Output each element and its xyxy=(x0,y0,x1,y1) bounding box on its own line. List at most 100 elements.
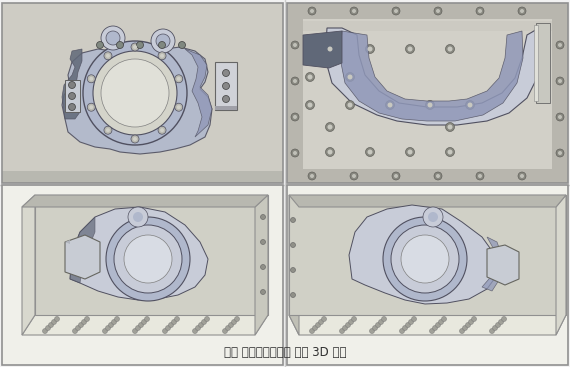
Circle shape xyxy=(133,45,137,49)
Circle shape xyxy=(436,174,440,178)
Circle shape xyxy=(325,44,335,54)
Circle shape xyxy=(293,115,297,119)
Circle shape xyxy=(291,41,299,49)
Circle shape xyxy=(495,323,500,327)
Circle shape xyxy=(87,103,95,111)
Polygon shape xyxy=(22,195,268,207)
Circle shape xyxy=(139,323,144,327)
Polygon shape xyxy=(289,195,566,207)
Circle shape xyxy=(291,77,299,85)
Circle shape xyxy=(436,9,440,13)
Circle shape xyxy=(558,79,562,83)
Bar xyxy=(2,185,283,365)
Circle shape xyxy=(101,26,125,50)
Circle shape xyxy=(328,124,332,130)
Circle shape xyxy=(156,34,170,48)
Bar xyxy=(536,23,550,103)
Circle shape xyxy=(471,316,477,321)
Circle shape xyxy=(312,326,317,331)
Circle shape xyxy=(405,323,410,327)
Circle shape xyxy=(462,326,467,331)
Circle shape xyxy=(385,101,394,109)
Circle shape xyxy=(499,320,503,324)
Circle shape xyxy=(400,328,405,334)
Circle shape xyxy=(442,316,446,321)
Circle shape xyxy=(89,77,93,81)
Circle shape xyxy=(291,268,295,273)
Circle shape xyxy=(394,174,398,178)
Circle shape xyxy=(124,235,172,283)
Circle shape xyxy=(466,323,470,327)
Circle shape xyxy=(231,320,237,324)
Circle shape xyxy=(350,7,358,15)
Circle shape xyxy=(348,102,352,108)
Circle shape xyxy=(430,328,434,334)
Circle shape xyxy=(222,95,230,102)
Circle shape xyxy=(368,149,373,155)
Circle shape xyxy=(408,149,413,155)
Polygon shape xyxy=(22,195,35,335)
Circle shape xyxy=(178,41,185,48)
Circle shape xyxy=(492,326,498,331)
Circle shape xyxy=(145,316,149,321)
Circle shape xyxy=(310,328,315,334)
Circle shape xyxy=(48,323,54,327)
Circle shape xyxy=(446,44,454,54)
Circle shape xyxy=(260,265,266,269)
Circle shape xyxy=(402,326,408,331)
Circle shape xyxy=(459,328,465,334)
Circle shape xyxy=(376,323,381,327)
Circle shape xyxy=(373,326,377,331)
Circle shape xyxy=(368,47,373,51)
Circle shape xyxy=(412,316,417,321)
Polygon shape xyxy=(62,49,82,119)
Circle shape xyxy=(104,126,112,134)
Circle shape xyxy=(518,7,526,15)
Circle shape xyxy=(558,151,562,155)
Circle shape xyxy=(293,79,297,83)
Circle shape xyxy=(106,128,110,132)
Circle shape xyxy=(343,326,348,331)
Circle shape xyxy=(307,102,312,108)
Circle shape xyxy=(106,54,110,58)
Circle shape xyxy=(165,326,170,331)
Circle shape xyxy=(234,316,239,321)
Bar xyxy=(215,106,237,110)
Polygon shape xyxy=(65,240,70,244)
Circle shape xyxy=(316,323,320,327)
Circle shape xyxy=(319,320,324,324)
Circle shape xyxy=(174,316,180,321)
Polygon shape xyxy=(325,28,542,125)
Circle shape xyxy=(328,149,332,155)
Bar xyxy=(287,185,568,365)
Circle shape xyxy=(131,43,139,51)
Polygon shape xyxy=(303,31,342,68)
Circle shape xyxy=(89,105,93,109)
Circle shape xyxy=(434,7,442,15)
Circle shape xyxy=(478,9,482,13)
Circle shape xyxy=(46,326,51,331)
Bar xyxy=(2,3,283,183)
Circle shape xyxy=(478,174,482,178)
Circle shape xyxy=(321,316,327,321)
Circle shape xyxy=(490,328,495,334)
Circle shape xyxy=(352,9,356,13)
Circle shape xyxy=(434,172,442,180)
Circle shape xyxy=(172,320,177,324)
Bar xyxy=(552,3,568,183)
Circle shape xyxy=(260,214,266,219)
Polygon shape xyxy=(255,195,268,335)
Circle shape xyxy=(308,172,316,180)
Circle shape xyxy=(128,207,148,227)
Circle shape xyxy=(435,323,441,327)
Bar xyxy=(2,185,283,365)
Circle shape xyxy=(43,328,47,334)
Circle shape xyxy=(381,316,386,321)
Bar xyxy=(287,185,568,365)
Circle shape xyxy=(518,172,526,180)
Circle shape xyxy=(340,328,344,334)
Bar xyxy=(534,25,538,101)
Circle shape xyxy=(401,235,449,283)
Circle shape xyxy=(108,323,113,327)
Circle shape xyxy=(104,52,112,60)
